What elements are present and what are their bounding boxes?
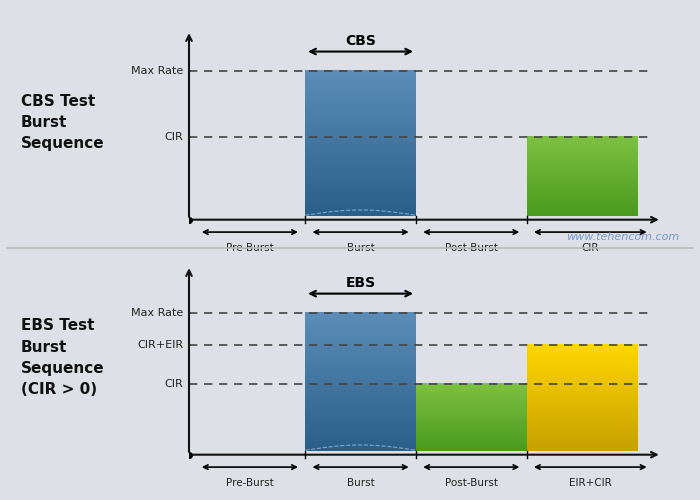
Text: Burst: Burst	[346, 478, 374, 488]
Text: Post-Burst: Post-Burst	[444, 242, 498, 252]
Text: Pre-Burst: Pre-Burst	[226, 242, 274, 252]
Text: CIR: CIR	[582, 242, 599, 252]
Text: Pre-Burst: Pre-Burst	[226, 478, 274, 488]
Text: CIR+EIR: CIR+EIR	[137, 340, 183, 350]
Text: Burst: Burst	[346, 242, 374, 252]
Text: Max Rate: Max Rate	[131, 66, 183, 76]
Text: CIR: CIR	[164, 379, 183, 389]
Text: www.tehencom.com: www.tehencom.com	[566, 232, 679, 242]
Text: CBS Test
Burst
Sequence: CBS Test Burst Sequence	[21, 94, 104, 151]
Text: Max Rate: Max Rate	[131, 308, 183, 318]
Text: CBS: CBS	[345, 34, 376, 48]
Text: CIR: CIR	[164, 132, 183, 141]
Text: EBS Test
Burst
Sequence
(CIR > 0): EBS Test Burst Sequence (CIR > 0)	[21, 318, 104, 396]
Text: EBS: EBS	[346, 276, 376, 290]
Text: Post-Burst: Post-Burst	[444, 478, 498, 488]
Text: EIR+CIR: EIR+CIR	[569, 478, 612, 488]
